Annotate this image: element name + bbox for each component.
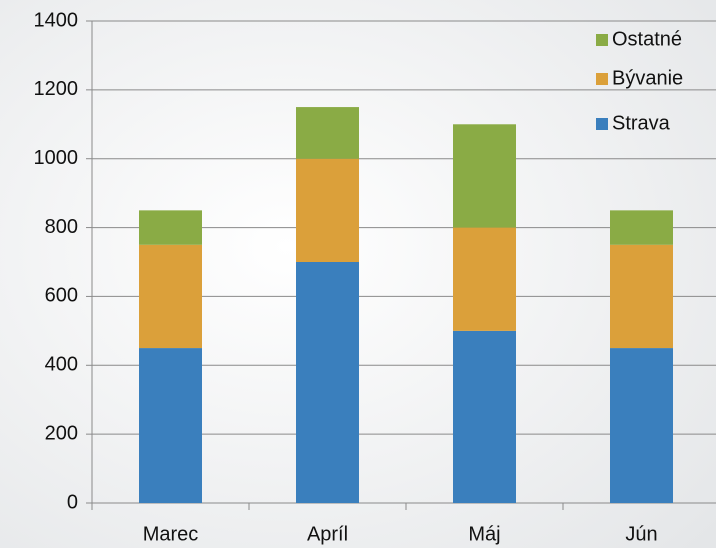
x-tick-label: Marec (143, 523, 199, 545)
legend-swatch (596, 73, 608, 85)
bar-segment (296, 262, 359, 503)
y-tick-label: 600 (45, 285, 78, 307)
legend-label: Strava (612, 112, 671, 134)
bar-segment (610, 348, 673, 503)
y-tick-label: 1200 (34, 78, 79, 100)
x-tick-label: Jún (625, 523, 657, 545)
bar-segment (296, 107, 359, 159)
bar-segment (453, 330, 516, 503)
bar-segment (453, 227, 516, 331)
bar-segment (139, 348, 202, 503)
bar-segment (296, 158, 359, 262)
legend-swatch (596, 34, 608, 46)
bar-segment (139, 244, 202, 349)
bar-segment (610, 244, 673, 349)
y-tick-label: 1000 (34, 147, 79, 169)
x-tick-label: Máj (468, 523, 500, 545)
legend-swatch (596, 118, 608, 130)
y-tick-label: 800 (45, 216, 78, 238)
legend-label: Bývanie (612, 67, 683, 89)
x-tick-label: Apríl (307, 523, 348, 545)
y-tick-label: 0 (67, 491, 78, 513)
y-tick-label: 1400 (34, 9, 79, 31)
legend-label: Ostatné (612, 28, 682, 50)
bar-segment (139, 210, 202, 245)
y-tick-label: 400 (45, 354, 78, 376)
y-tick-label: 200 (45, 422, 78, 444)
bar-segment (610, 210, 673, 245)
bar-segment (453, 124, 516, 228)
